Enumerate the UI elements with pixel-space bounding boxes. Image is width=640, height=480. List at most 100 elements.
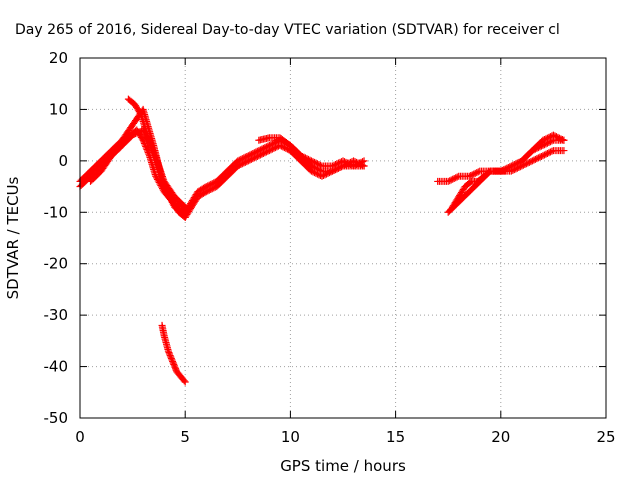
data-point	[315, 161, 323, 169]
data-point	[298, 152, 306, 160]
data-point	[310, 169, 318, 177]
series-arc-2	[158, 321, 189, 386]
data-point	[271, 144, 279, 152]
data-point	[255, 152, 263, 160]
x-tick-label: 10	[281, 428, 300, 446]
chart-title: Day 265 of 2016, Sidereal Day-to-day VTE…	[15, 22, 560, 38]
data-point	[313, 160, 321, 168]
grid-lines	[80, 58, 606, 418]
data-point	[157, 175, 165, 183]
data-point	[138, 135, 146, 143]
data-point	[157, 174, 165, 182]
data-point	[333, 160, 341, 168]
data-point	[160, 183, 168, 191]
data-point	[303, 155, 311, 163]
data-point	[322, 170, 330, 178]
data-point	[557, 135, 565, 143]
data-point	[509, 161, 517, 169]
data-point	[312, 169, 320, 177]
data-point	[501, 167, 509, 175]
data-point	[528, 157, 536, 165]
data-point	[344, 159, 352, 167]
data-point	[560, 136, 568, 144]
data-point	[465, 172, 473, 180]
data-point	[276, 141, 284, 149]
x-axis-label: GPS time / hours	[280, 457, 406, 475]
data-point	[181, 213, 189, 221]
data-point	[253, 152, 261, 160]
data-point	[467, 172, 475, 180]
data-point	[133, 129, 141, 137]
data-point	[210, 184, 218, 192]
data-point	[161, 185, 169, 193]
series-arc-3d	[518, 131, 568, 165]
data-point	[170, 360, 178, 368]
data-point	[449, 175, 457, 183]
series-arc-1c	[87, 126, 189, 211]
data-point	[158, 177, 166, 185]
data-point	[180, 212, 188, 220]
y-tick-label: -20	[44, 255, 69, 273]
x-tick-labels: 0 5 10 15 20 25	[75, 428, 615, 446]
data-point	[268, 145, 276, 153]
data-point	[262, 148, 270, 156]
data-point	[181, 378, 189, 386]
data-point	[306, 156, 314, 164]
data-point	[542, 135, 550, 143]
data-point	[258, 150, 266, 158]
data-point	[468, 171, 476, 179]
data-point	[310, 158, 318, 166]
data-point	[536, 153, 544, 161]
data-point	[238, 160, 246, 168]
data-point	[545, 133, 553, 141]
data-point	[202, 188, 210, 196]
data-point	[205, 186, 213, 194]
data-point	[318, 172, 326, 180]
data-point	[259, 150, 267, 158]
data-point	[241, 158, 249, 166]
x-tick-label: 5	[180, 428, 190, 446]
data-point	[169, 357, 177, 365]
data-point	[156, 172, 164, 180]
data-point	[250, 154, 258, 162]
y-tick-label: -40	[44, 358, 69, 376]
data-point	[307, 157, 315, 165]
data-point	[324, 169, 332, 177]
data-point	[334, 159, 342, 167]
data-point	[307, 167, 315, 175]
data-point	[309, 158, 317, 166]
data-point	[531, 155, 539, 163]
data-point	[534, 154, 542, 162]
data-point	[172, 365, 180, 373]
data-point	[316, 161, 324, 169]
data-point	[330, 161, 338, 169]
data-point	[234, 162, 242, 170]
data-point	[261, 149, 269, 157]
y-tick-label: 20	[49, 49, 68, 67]
data-point	[143, 146, 151, 154]
data-point	[546, 148, 554, 156]
data-point	[166, 352, 174, 360]
data-points	[76, 95, 568, 386]
data-point	[551, 132, 559, 140]
data-point	[474, 168, 482, 176]
data-point	[506, 163, 514, 171]
data-point	[312, 159, 320, 167]
data-point	[167, 353, 175, 361]
data-point	[470, 170, 478, 178]
data-point	[554, 133, 562, 141]
data-point	[447, 176, 455, 184]
data-point	[135, 128, 143, 136]
data-point	[450, 174, 458, 182]
data-point	[280, 144, 288, 152]
data-point	[446, 177, 454, 185]
y-tick-label: -30	[44, 306, 69, 324]
data-point	[158, 178, 166, 186]
data-point	[265, 147, 273, 155]
data-point	[273, 143, 281, 151]
data-point	[164, 347, 172, 355]
data-point	[543, 150, 551, 158]
data-point	[207, 186, 215, 194]
data-point	[130, 130, 138, 138]
data-point	[249, 155, 257, 163]
